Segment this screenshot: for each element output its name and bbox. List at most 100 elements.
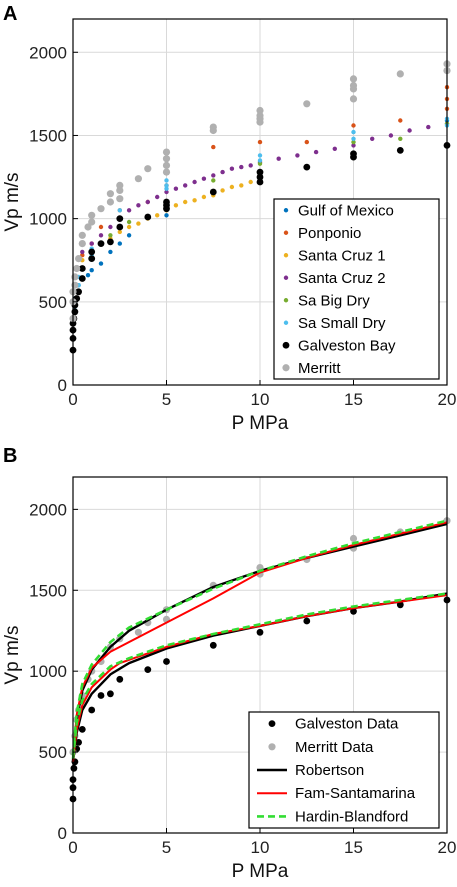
chart-a-legend-label-galveston-bay: Galveston Bay: [298, 337, 396, 354]
chart-b-point-galveston-data: [144, 666, 152, 673]
chart-a-point-santa-cruz-2: [164, 189, 169, 195]
chart-a-point-ponponio: [211, 144, 216, 150]
chart-a-point-galveston-bay: [303, 163, 311, 171]
chart-a-y-tick-label: 1000: [29, 210, 67, 229]
chart-b-data: [69, 517, 451, 803]
chart-a-point-santa-cruz-2: [295, 153, 300, 158]
chart-a-point-galveston-bay: [163, 198, 170, 206]
chart-a-legend-label-santa-cruz-2: Santa Cruz 2: [298, 270, 386, 287]
chart-a-legend-swatch-santa-cruz-1: [283, 253, 289, 258]
chart-b-point-galveston-data: [163, 658, 170, 665]
chart-a-point-santa-cruz-2: [108, 224, 113, 230]
chart-a-point-gulf-of-mexico: [98, 261, 104, 266]
chart-b-x-tick-label: 15: [344, 838, 363, 857]
chart-a-point-merritt: [97, 205, 105, 213]
chart-b-series-line-hardin-blandford: [71, 592, 448, 759]
chart-b-series-line-hardin-blandford: [71, 519, 448, 756]
chart-b-point-galveston-data: [116, 675, 124, 683]
chart-a-legend-label-sa-big-dry: Sa Big Dry: [298, 292, 370, 309]
chart-a-point-merritt: [78, 240, 86, 248]
chart-a-x-tick-label: 20: [438, 390, 457, 409]
chart-a-legend-box: [273, 198, 440, 380]
chart-a-point-gulf-of-mexico: [117, 241, 123, 246]
chart-a-point-galveston-bay: [78, 265, 86, 272]
chart-a-legend-label-santa-cruz-1: Santa Cruz 1: [298, 247, 386, 264]
chart-a-point-santa-cruz-2: [351, 143, 356, 148]
chart-a-legend-label-ponponio: Ponponio: [298, 225, 361, 242]
chart-a-point-galveston-bay: [88, 255, 96, 262]
chart-a-point-merritt: [349, 81, 358, 90]
chart-a-point-galveston-bay: [350, 150, 357, 158]
chart-a-point-galveston-bay: [88, 248, 96, 256]
chart-a-point-galveston-bay: [116, 215, 124, 223]
chart-a-point-merritt: [209, 123, 217, 131]
chart-b-ticks: 0 5 10 15 20 0 500 1000 1500 2000: [29, 500, 456, 857]
chart-a-point-sa-small-dry: [164, 178, 169, 183]
chart-a-point-santa-cruz-1: [192, 198, 197, 203]
chart-b-point-galveston-data: [303, 617, 311, 625]
chart-a-legend-label-gulf-of-mexico: Gulf of Mexico: [298, 202, 394, 219]
chart-a-legend-swatch-ponponio: [283, 230, 289, 235]
panel-label-b: B: [3, 445, 17, 467]
chart-a-point-merritt: [162, 161, 171, 169]
chart-b-x-tick-label: 0: [68, 838, 77, 857]
chart-a-point-merritt: [73, 264, 81, 273]
chart-a-point-sa-big-dry: [257, 161, 263, 166]
chart-a-x-tick-label: 10: [251, 390, 270, 409]
chart-a-point-gulf-of-mexico: [89, 268, 94, 273]
chart-a-legend-swatch-sa-big-dry: [283, 298, 289, 303]
chart-a-point-sa-big-dry: [398, 136, 403, 141]
chart-a-point-santa-cruz-2: [136, 203, 141, 208]
chart-a-y-tick-label: 1500: [29, 126, 67, 145]
chart-a-point-santa-cruz-2: [145, 199, 150, 205]
chart-a-point-merritt: [116, 186, 124, 194]
chart-a-point-santa-cruz-1: [117, 229, 123, 235]
chart-a-point-sa-small-dry: [164, 186, 169, 191]
chart-a-point-merritt: [349, 75, 358, 83]
chart-a-point-merritt: [303, 100, 311, 108]
chart-a-point-santa-cruz-1: [229, 184, 235, 190]
chart-a-x-tick-label: 5: [162, 390, 171, 409]
chart-b-point-galveston-data: [256, 628, 264, 636]
chart-b-legend: Galveston Data Merritt Data Robertson Fam-S…: [248, 711, 440, 829]
chart-a-point-merritt: [75, 255, 83, 263]
chart-b-point-galveston-data: [78, 726, 86, 733]
chart-b-x-tick-label: 5: [162, 838, 171, 857]
chart-a-point-gulf-of-mexico: [126, 233, 132, 238]
chart-a-point-sa-small-dry: [257, 158, 263, 163]
chart-a-point-santa-cruz-2: [388, 133, 394, 138]
chart-a-legend-label-sa-small-dry: Sa Small Dry: [298, 315, 386, 332]
chart-a-y-tick-label: 2000: [29, 43, 67, 62]
chart-b-x-tick-label: 10: [251, 838, 270, 857]
chart-a-point-sa-big-dry: [108, 233, 113, 238]
chart-a-point-galveston-bay: [107, 238, 114, 246]
chart-a-point-santa-cruz-1: [136, 221, 141, 226]
chart-a-point-santa-cruz-2: [276, 156, 281, 161]
chart-a-point-santa-cruz-1: [248, 179, 253, 185]
chart-a-point-santa-cruz-1: [183, 199, 188, 205]
chart-a-point-santa-cruz-2: [89, 241, 94, 246]
chart-a-point-santa-cruz-2: [239, 164, 244, 170]
chart-b-y-axis-label: Vp m/s: [2, 625, 23, 684]
chart-b-x-axis-label: P MPa: [232, 861, 289, 882]
chart-b-point-galveston-data: [97, 692, 105, 699]
chart-b-y-tick-label: 0: [58, 824, 67, 843]
chart-a-point-galveston-bay: [256, 178, 264, 186]
chart-a-point-santa-cruz-2: [313, 149, 319, 155]
chart-a-x-tick-label: 0: [68, 390, 77, 409]
chart-b-legend-label-hardin-blandford: Hardin-Blandford: [295, 808, 408, 825]
chart-a-point-gulf-of-mexico: [85, 273, 91, 278]
chart-a-point-ponponio: [98, 224, 104, 230]
chart-b-y-tick-label: 2000: [29, 500, 67, 519]
chart-a-point-santa-cruz-2: [211, 173, 216, 178]
chart-a-point-merritt: [396, 70, 404, 78]
chart-b-legend-label-merritt-data: Merritt Data: [295, 739, 374, 756]
chart-a-point-merritt: [88, 211, 96, 219]
chart-a-point-santa-cruz-2: [98, 233, 104, 238]
chart-a-point-santa-cruz-2: [426, 124, 431, 130]
chart-a-point-santa-cruz-2: [332, 146, 337, 151]
chart-b-point-galveston-data: [75, 739, 82, 746]
chart-a-point-ponponio: [257, 139, 263, 145]
chart-b-y-tick-label: 500: [39, 743, 67, 762]
chart-a-point-galveston-bay: [116, 223, 124, 231]
